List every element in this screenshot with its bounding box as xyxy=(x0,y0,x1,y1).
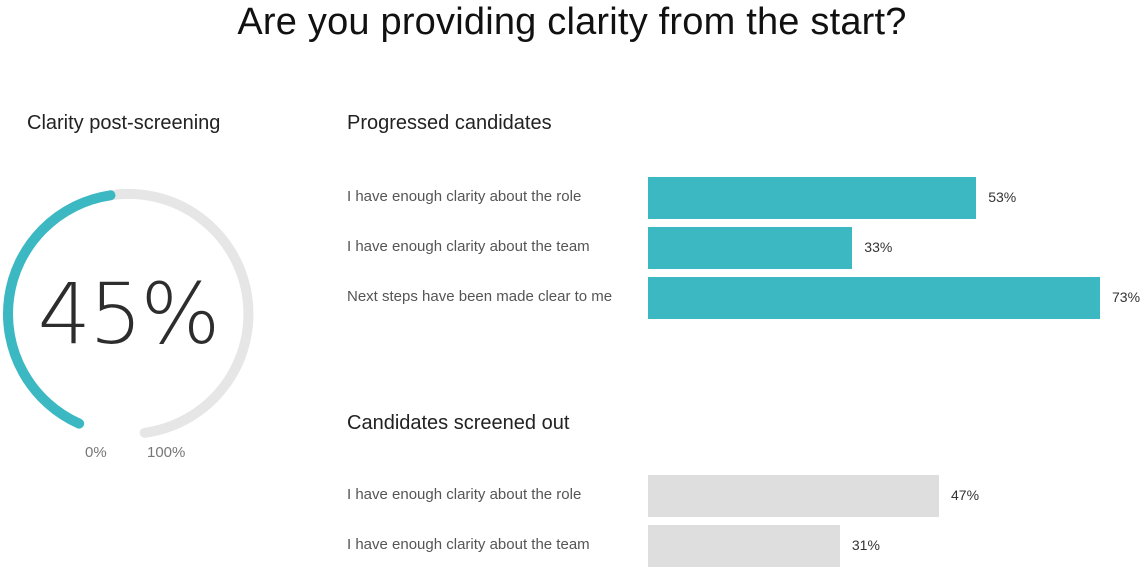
clarity-gauge xyxy=(3,188,254,438)
bar-category-label: I have enough clarity about the team xyxy=(347,238,590,255)
progressed-candidates-chart: I have enough clarity about the role 53% I… xyxy=(347,177,1144,322)
bar-row: I have enough clarity about the team 31% xyxy=(347,525,1144,567)
bar-category-label: Next steps have been made clear to me xyxy=(347,288,613,305)
bar-category-label: I have enough clarity about the role xyxy=(347,188,582,205)
gauge-max-label: 100% xyxy=(147,444,186,461)
bar xyxy=(648,525,840,567)
progressed-candidates-title: Progressed candidates xyxy=(347,112,552,134)
gauge-fill-arc xyxy=(3,190,116,429)
bar xyxy=(648,475,939,517)
bar-row: I have enough clarity about the role 47% xyxy=(347,475,1144,517)
bar-value-label: 53% xyxy=(988,189,1017,205)
bar-row: Next steps have been made clear to me 73% xyxy=(347,277,1144,319)
bar xyxy=(648,227,853,269)
bar xyxy=(648,277,1100,319)
bar xyxy=(648,177,977,219)
page-title: Are you providing clarity from the start… xyxy=(237,1,907,43)
screened-out-candidates-title: Candidates screened out xyxy=(347,412,570,434)
bar-row: I have enough clarity about the team 33% xyxy=(347,227,1144,269)
gauge-min-label: 0% xyxy=(85,444,107,461)
gauge-title: Clarity post-screening xyxy=(27,112,221,134)
bar-row: I have enough clarity about the role 53% xyxy=(347,177,1144,219)
bar-value-label: 31% xyxy=(851,537,880,553)
bar-value-label: 47% xyxy=(951,487,980,503)
bar-value-label: 33% xyxy=(864,239,893,255)
bar-category-label: I have enough clarity about the team xyxy=(347,536,590,553)
bar-value-label: 73% xyxy=(1112,289,1141,305)
gauge-value-label: 45% xyxy=(37,265,221,363)
bar-category-label: I have enough clarity about the role xyxy=(347,486,582,503)
gauge-track xyxy=(105,188,254,438)
screened-out-candidates-chart: I have enough clarity about the role 47% I… xyxy=(347,475,1144,567)
